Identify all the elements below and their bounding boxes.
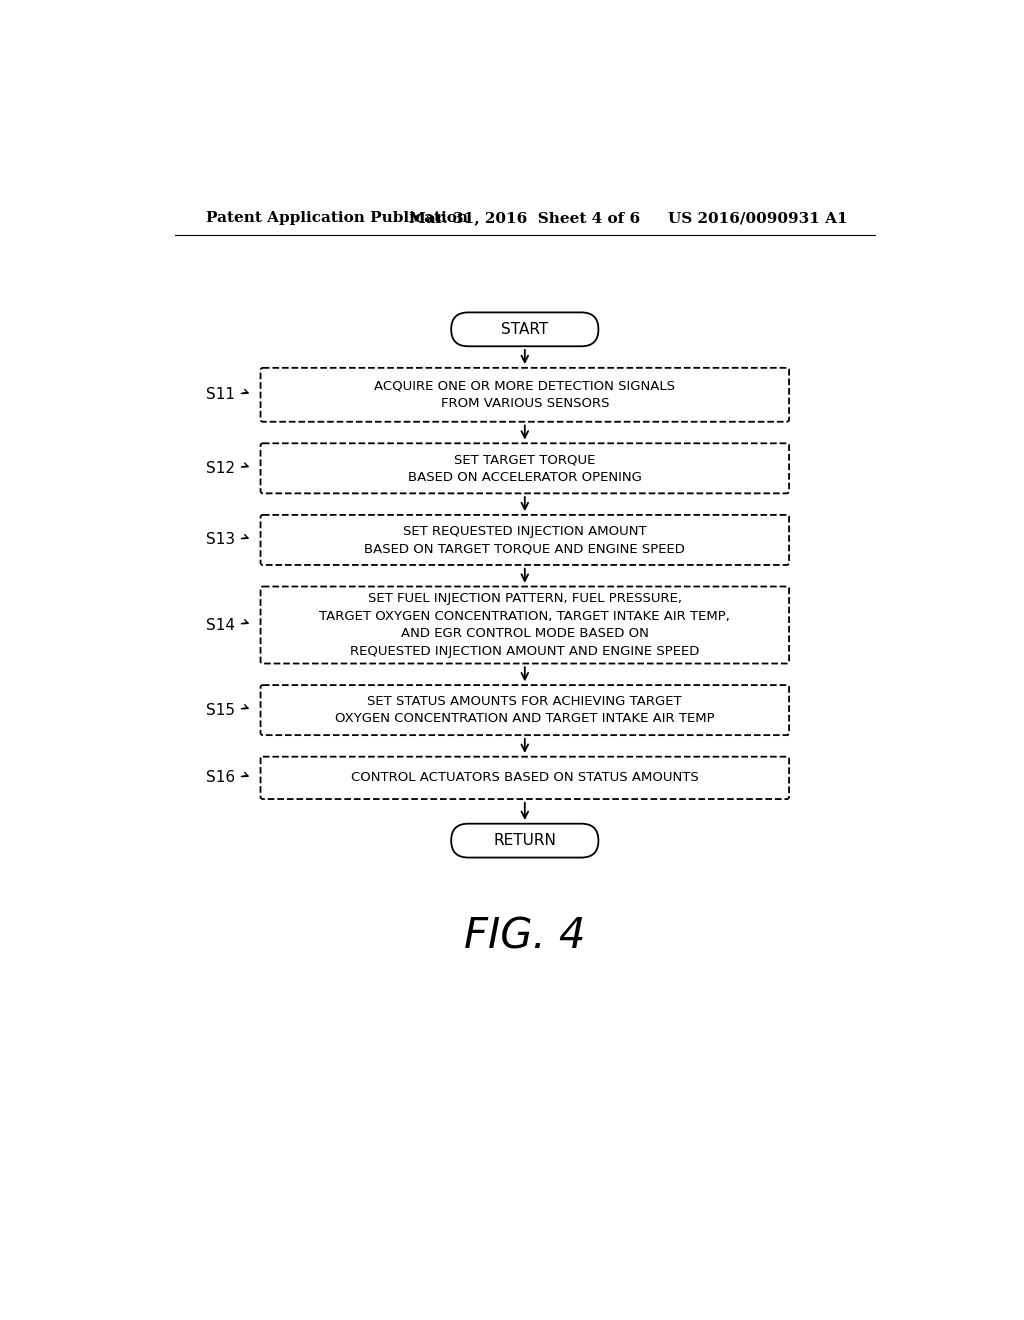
Text: S11: S11 [206, 387, 234, 403]
Text: Mar. 31, 2016  Sheet 4 of 6: Mar. 31, 2016 Sheet 4 of 6 [410, 211, 640, 226]
Text: US 2016/0090931 A1: US 2016/0090931 A1 [669, 211, 848, 226]
Text: SET REQUESTED INJECTION AMOUNT
BASED ON TARGET TORQUE AND ENGINE SPEED: SET REQUESTED INJECTION AMOUNT BASED ON … [365, 524, 685, 556]
Text: RETURN: RETURN [494, 833, 556, 849]
FancyBboxPatch shape [260, 368, 790, 422]
Text: SET STATUS AMOUNTS FOR ACHIEVING TARGET
OXYGEN CONCENTRATION AND TARGET INTAKE A: SET STATUS AMOUNTS FOR ACHIEVING TARGET … [335, 694, 715, 726]
Text: S16: S16 [206, 771, 234, 785]
Text: START: START [501, 322, 549, 337]
Text: SET FUEL INJECTION PATTERN, FUEL PRESSURE,
TARGET OXYGEN CONCENTRATION, TARGET I: SET FUEL INJECTION PATTERN, FUEL PRESSUR… [319, 593, 730, 657]
FancyBboxPatch shape [452, 824, 598, 858]
Text: ACQUIRE ONE OR MORE DETECTION SIGNALS
FROM VARIOUS SENSORS: ACQUIRE ONE OR MORE DETECTION SIGNALS FR… [375, 380, 675, 411]
FancyBboxPatch shape [260, 685, 790, 735]
Text: S14: S14 [206, 618, 234, 632]
Text: FIG. 4: FIG. 4 [464, 915, 586, 957]
FancyBboxPatch shape [260, 756, 790, 799]
FancyBboxPatch shape [260, 444, 790, 494]
FancyBboxPatch shape [452, 313, 598, 346]
Text: S13: S13 [206, 532, 234, 548]
FancyBboxPatch shape [260, 515, 790, 565]
Text: S15: S15 [206, 702, 234, 718]
Text: CONTROL ACTUATORS BASED ON STATUS AMOUNTS: CONTROL ACTUATORS BASED ON STATUS AMOUNT… [351, 771, 698, 784]
FancyBboxPatch shape [260, 586, 790, 664]
Text: SET TARGET TORQUE
BASED ON ACCELERATOR OPENING: SET TARGET TORQUE BASED ON ACCELERATOR O… [408, 453, 642, 483]
Text: S12: S12 [206, 461, 234, 475]
Text: Patent Application Publication: Patent Application Publication [206, 211, 468, 226]
